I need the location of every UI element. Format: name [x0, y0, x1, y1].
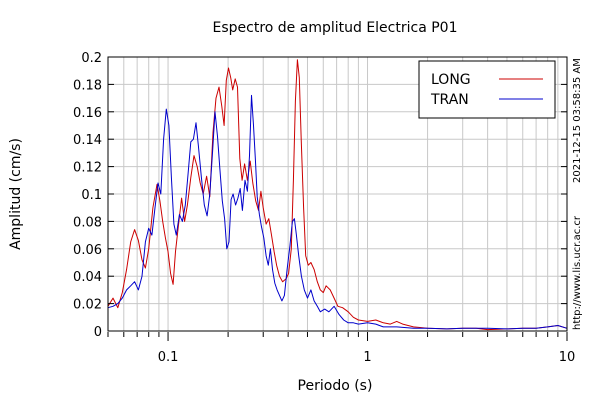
x-tick-label: 0.1 — [158, 350, 179, 365]
side-notes: http://www.lis.ucr.ac.cr 2021-12-15 03:58… — [572, 58, 583, 330]
legend-label-tran: TRAN — [430, 92, 469, 108]
axis-ticks: 0 0.02 0.04 0.06 0.08 0.1 0.12 0.14 0.16 0.18 0.2 0… — [73, 51, 575, 365]
x-axis-label: Periodo (s) — [298, 378, 373, 394]
series-layer — [107, 59, 568, 331]
x-tick-label: 10 — [559, 350, 576, 365]
y-tick-label: 0.08 — [73, 215, 102, 230]
x-tick-label: 1 — [363, 350, 371, 365]
y-tick-label: 0.16 — [73, 106, 102, 121]
y-tick-label: 0.18 — [73, 78, 102, 93]
y-tick-label: 0.1 — [81, 188, 102, 203]
y-tick-label: 0 — [94, 325, 102, 340]
y-axis-label: Amplitud (cm/s) — [8, 138, 24, 250]
series-line-long — [107, 59, 568, 331]
timestamp: 2021-12-15 03:58:35 AM — [572, 58, 583, 183]
y-tick-label: 0.14 — [73, 133, 102, 148]
source-url: http://www.lis.ucr.ac.cr — [572, 215, 583, 330]
chart-title: Espectro de amplitud Electrica P01 — [213, 20, 458, 36]
legend-box — [418, 60, 556, 119]
y-tick-label: 0.02 — [73, 298, 102, 313]
legend: LONG TRAN — [418, 60, 556, 119]
y-tick-label: 0.04 — [73, 270, 102, 285]
series-line-tran — [107, 94, 568, 330]
legend-label-long: LONG — [431, 72, 471, 88]
y-tick-label: 0.12 — [73, 161, 102, 176]
y-tick-label: 0.06 — [73, 243, 102, 258]
y-tick-label: 0.2 — [81, 51, 102, 66]
